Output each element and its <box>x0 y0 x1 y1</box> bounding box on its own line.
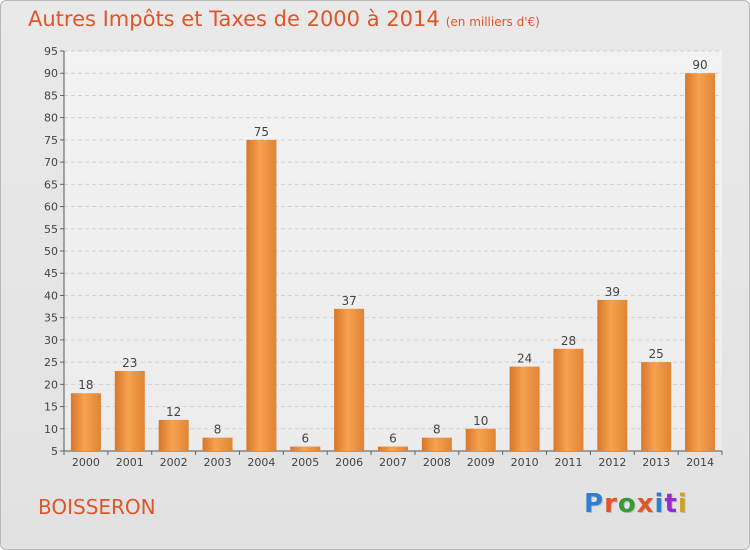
x-tick-label: 2000 <box>72 456 100 469</box>
y-tick-label: 60 <box>44 201 58 214</box>
bar <box>290 446 321 451</box>
x-tick-label: 2004 <box>247 456 275 469</box>
y-tick-label: 55 <box>44 223 58 236</box>
bar <box>158 419 189 451</box>
logo-letter: x <box>636 489 655 519</box>
bar <box>70 393 101 451</box>
y-tick-label: 70 <box>44 156 58 169</box>
x-tick-label: 2011 <box>554 456 582 469</box>
logo-letter: i <box>677 489 688 519</box>
place-name: BOISSERON <box>38 495 156 519</box>
y-tick-label: 75 <box>44 134 58 147</box>
x-tick-label: 2007 <box>379 456 407 469</box>
x-tick-label: 2001 <box>116 456 144 469</box>
x-tick-label: 2009 <box>467 456 495 469</box>
bar-value-label: 6 <box>389 432 397 446</box>
y-tick-label: 40 <box>44 289 58 302</box>
bar-value-label: 28 <box>561 334 576 348</box>
bar-value-label: 8 <box>433 423 441 437</box>
bar-value-label: 12 <box>166 405 181 419</box>
bar-value-label: 24 <box>517 352 532 366</box>
y-tick-label: 95 <box>44 45 58 58</box>
y-tick-label: 35 <box>44 312 58 325</box>
logo-letter: o <box>617 489 637 519</box>
y-tick-label: 5 <box>51 445 58 458</box>
bar <box>685 73 716 451</box>
bar <box>202 437 233 451</box>
y-tick-label: 10 <box>44 423 58 436</box>
y-tick-label: 50 <box>44 245 58 258</box>
x-tick-label: 2014 <box>686 456 714 469</box>
x-tick-label: 2012 <box>598 456 626 469</box>
bar-value-label: 25 <box>649 347 664 361</box>
bar <box>641 362 672 451</box>
logo-letter: i <box>654 489 665 519</box>
y-tick-label: 65 <box>44 178 58 191</box>
logo-letter: P <box>584 489 605 519</box>
y-tick-label: 15 <box>44 401 58 414</box>
bar <box>334 308 365 451</box>
bar-value-label: 10 <box>473 414 488 428</box>
y-tick-label: 30 <box>44 334 58 347</box>
y-tick-label: 20 <box>44 378 58 391</box>
bar-value-label: 23 <box>122 356 137 370</box>
bar-value-label: 6 <box>301 432 309 446</box>
bar-value-label: 75 <box>254 125 269 139</box>
bar <box>509 366 540 451</box>
proxiti-logo[interactable]: Proxiti <box>584 489 688 519</box>
y-tick-label: 80 <box>44 112 58 125</box>
bar-value-label: 8 <box>214 423 222 437</box>
x-tick-label: 2003 <box>204 456 232 469</box>
bar <box>378 446 408 451</box>
bar <box>114 371 145 451</box>
x-tick-label: 2002 <box>160 456 188 469</box>
bar <box>597 299 628 451</box>
x-tick-label: 2006 <box>335 456 363 469</box>
bar <box>553 348 584 451</box>
x-tick-label: 2008 <box>423 456 451 469</box>
x-tick-label: 2005 <box>291 456 319 469</box>
chart-title: Autres Impôts et Taxes de 2000 à 2014 (en… <box>28 7 540 31</box>
bar <box>421 437 452 451</box>
bar <box>465 428 496 451</box>
y-tick-label: 85 <box>44 89 58 102</box>
y-tick-label: 90 <box>44 67 58 80</box>
chart-subtitle: (en milliers d'€) <box>445 15 540 29</box>
bar-value-label: 18 <box>78 378 93 392</box>
chart-title-text: Autres Impôts et Taxes de 2000 à 2014 <box>28 7 440 31</box>
logo-letter: r <box>604 489 618 519</box>
bar-value-label: 37 <box>341 294 356 308</box>
bar-value-label: 90 <box>692 58 707 72</box>
x-tick-label: 2013 <box>642 456 670 469</box>
logo-letter: t <box>664 489 678 519</box>
y-tick-label: 25 <box>44 356 58 369</box>
x-tick-label: 2010 <box>511 456 539 469</box>
bar <box>246 139 277 451</box>
y-tick-label: 45 <box>44 267 58 280</box>
bar-value-label: 39 <box>605 285 620 299</box>
